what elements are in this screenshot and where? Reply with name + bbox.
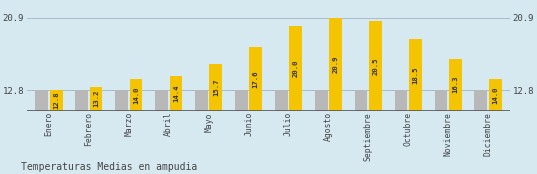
Bar (474, 90, 487, 111)
Text: 14.0: 14.0 (492, 86, 498, 104)
Text: 16.3: 16.3 (452, 76, 458, 93)
Text: 20.5: 20.5 (373, 57, 379, 75)
Bar (35, 90, 48, 111)
Bar (289, 26, 302, 111)
Bar (315, 90, 328, 111)
Text: Temperaturas Medias en ampudia: Temperaturas Medias en ampudia (21, 162, 198, 172)
Bar (409, 39, 422, 111)
Bar (75, 90, 88, 111)
Bar (355, 90, 367, 111)
Text: 17.6: 17.6 (253, 70, 259, 88)
Bar (50, 90, 63, 111)
Bar (129, 79, 142, 111)
Bar (115, 90, 128, 111)
Bar (155, 90, 168, 111)
Bar (90, 86, 103, 111)
Bar (449, 59, 462, 111)
Text: 13.2: 13.2 (93, 90, 99, 107)
Bar (395, 90, 408, 111)
Bar (209, 64, 222, 111)
Text: 14.0: 14.0 (133, 86, 139, 104)
Text: 18.5: 18.5 (412, 66, 418, 84)
Text: 12.8: 12.8 (53, 92, 59, 109)
Text: 14.4: 14.4 (173, 84, 179, 102)
Bar (195, 90, 208, 111)
Bar (434, 90, 447, 111)
Bar (275, 90, 288, 111)
Bar (235, 90, 248, 111)
Text: 20.9: 20.9 (332, 56, 338, 73)
Bar (249, 47, 262, 111)
Bar (170, 76, 182, 111)
Text: 15.7: 15.7 (213, 79, 219, 96)
Text: 20.0: 20.0 (293, 60, 299, 77)
Bar (489, 79, 502, 111)
Bar (329, 18, 342, 111)
Bar (369, 21, 382, 111)
